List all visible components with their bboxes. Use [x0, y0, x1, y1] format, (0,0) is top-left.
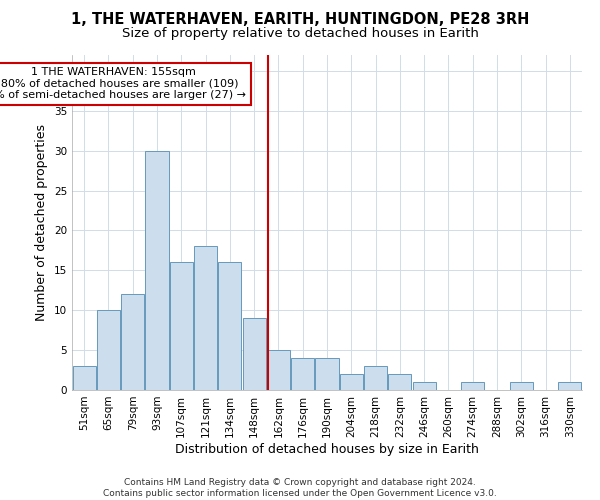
Text: Contains HM Land Registry data © Crown copyright and database right 2024.
Contai: Contains HM Land Registry data © Crown c… — [103, 478, 497, 498]
Y-axis label: Number of detached properties: Number of detached properties — [35, 124, 49, 321]
Bar — [559, 382, 581, 390]
Bar — [340, 374, 363, 390]
Bar — [291, 358, 314, 390]
Bar — [364, 366, 387, 390]
Bar — [194, 246, 217, 390]
X-axis label: Distribution of detached houses by size in Earith: Distribution of detached houses by size … — [175, 442, 479, 456]
Bar — [97, 310, 120, 390]
Bar — [316, 358, 338, 390]
Bar — [510, 382, 533, 390]
Text: 1, THE WATERHAVEN, EARITH, HUNTINGDON, PE28 3RH: 1, THE WATERHAVEN, EARITH, HUNTINGDON, P… — [71, 12, 529, 28]
Bar — [73, 366, 95, 390]
Text: Size of property relative to detached houses in Earith: Size of property relative to detached ho… — [122, 28, 478, 40]
Bar — [388, 374, 412, 390]
Bar — [461, 382, 484, 390]
Bar — [413, 382, 436, 390]
Bar — [267, 350, 290, 390]
Bar — [242, 318, 266, 390]
Text: 1 THE WATERHAVEN: 155sqm
← 80% of detached houses are smaller (109)
20% of semi-: 1 THE WATERHAVEN: 155sqm ← 80% of detach… — [0, 67, 246, 100]
Bar — [121, 294, 144, 390]
Bar — [218, 262, 241, 390]
Bar — [145, 150, 169, 390]
Bar — [170, 262, 193, 390]
